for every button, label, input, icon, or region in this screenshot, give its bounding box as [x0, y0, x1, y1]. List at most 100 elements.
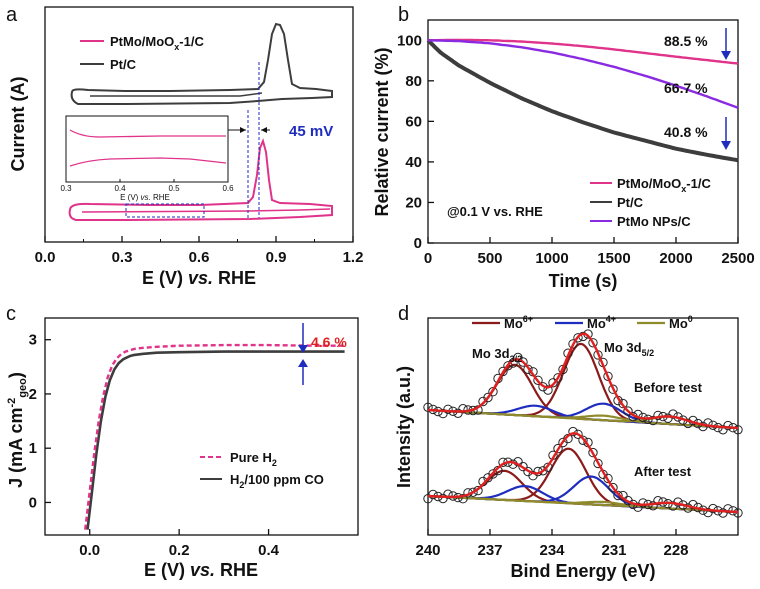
legend-label-b-ptc: Pt/C — [617, 195, 644, 210]
panel-d-data-point — [648, 415, 658, 426]
panel-d-data-point — [498, 366, 508, 377]
panel-d-xtick-label: 237 — [477, 542, 502, 559]
panel-d-data-point — [488, 387, 498, 397]
panel-b-series-line — [427, 39, 739, 109]
panel-d-data-point — [443, 404, 453, 414]
panel-d-data-point — [483, 392, 493, 403]
zoom-region-box — [125, 203, 205, 218]
panel-b-xtick-label: 1000 — [535, 250, 568, 267]
panel-d-data-point — [543, 462, 553, 472]
panel-d-data-point — [568, 339, 578, 349]
panel-d-data-point — [578, 435, 588, 445]
panel-c-xtick-label: 0.4 — [258, 542, 280, 559]
inset-plot: 0.3 0.4 0.5 0.6 E (V) vs. RHE — [60, 115, 234, 202]
panel-a-ylabel: Current (A) — [8, 77, 28, 172]
panel-d-data-point — [568, 426, 578, 437]
panel-d-xtick-label: 228 — [663, 542, 688, 559]
legend-label-mo0: Mo0 — [669, 314, 693, 331]
legend-label-b-ptmo: PtMo/MoOx-1/C — [617, 176, 711, 194]
panel-c-series — [84, 343, 345, 530]
panel-d-data-point — [683, 418, 693, 429]
panel-c-ylabel: J (mA cm-2geo) — [6, 372, 29, 488]
panel-d-data-point — [723, 420, 733, 431]
panel-d-ticks: 240 237 234 231 228 — [415, 529, 689, 559]
panel-a-xlabel: E (V) vs. RHE — [142, 268, 256, 288]
arrow-ptmo-head — [721, 51, 731, 60]
panel-a-xtick-label: 1.2 — [343, 249, 364, 266]
panel-d-data-point — [648, 501, 658, 511]
panel-d-data-point — [458, 404, 468, 414]
panel-c-ytick-label: 1 — [29, 440, 37, 457]
panel-c-series-line — [84, 343, 345, 530]
panel-d-data-point — [538, 466, 548, 476]
panel-b-ytick-label: 40 — [405, 154, 422, 171]
panel-d-data-point — [608, 384, 618, 394]
annotation-ptc-retention: 40.8 % — [664, 124, 708, 140]
panel-d-data-point — [618, 398, 628, 409]
cv-curve-ptc — [70, 22, 333, 105]
panel-d-data-point — [518, 461, 528, 472]
panel-c-ytick-label: 3 — [29, 332, 37, 349]
inset-xtick-label: 0.4 — [114, 184, 126, 193]
panel-d: 240 237 234 231 228 Bind Energy (eV) Intensi… — [394, 314, 743, 581]
panel-b-frame — [427, 19, 739, 244]
cv-inner-ptc — [90, 92, 263, 97]
gap-arrow-up-head — [298, 359, 308, 367]
panel-d-data-point — [593, 458, 603, 469]
panel-d-data-point — [443, 489, 453, 499]
condition-note: @0.1 V vs. RHE — [447, 204, 543, 219]
annotation-ptmo-nps-retention: 66.7 % — [664, 80, 708, 96]
panel-a-xtick-label: 0.9 — [266, 249, 287, 266]
panel-b-ytick-label: 60 — [405, 113, 422, 130]
annotation-ptmo-retention: 88.5 % — [664, 33, 708, 49]
panel-d-data-point — [518, 357, 528, 367]
panel-d-data-point — [533, 375, 543, 385]
panel-letter-c: c — [6, 303, 16, 325]
inset-frame — [65, 115, 229, 183]
panel-a-xtick-label: 0.0 — [35, 249, 56, 266]
panel-a-xticks: 0.0 0.3 0.6 0.9 1.2 — [35, 236, 364, 266]
panel-d-component-peak — [427, 494, 739, 514]
panel-d-data-point — [588, 338, 598, 348]
panel-d-data-point — [608, 482, 618, 493]
panel-d-fit-envelope — [427, 432, 739, 514]
panel-c-xlabel: E (V) vs. RHE — [144, 560, 258, 580]
panel-b-ytick-label: 20 — [405, 194, 422, 211]
panel-d-data-point — [543, 385, 553, 395]
panel-d-data-point — [723, 504, 733, 514]
peak-label-3d52: Mo 3d5/2 — [604, 340, 654, 358]
panel-d-data-point — [603, 371, 613, 381]
legend-label-b-ptmo-nps: PtMo NPs/C — [617, 214, 691, 229]
panel-a-xtick-label: 0.6 — [189, 249, 210, 266]
inset-xlabel: E (V) vs. RHE — [120, 193, 170, 202]
panel-d-data-point — [573, 333, 583, 343]
panel-c-ytick-label: 0 — [29, 494, 37, 511]
panel-letter-a: a — [6, 4, 18, 26]
inset-xtick-label: 0.3 — [60, 184, 72, 193]
panel-d-data-point — [733, 425, 743, 435]
panel-b-xtick-label: 500 — [477, 250, 502, 267]
panel-c: 0.0 0.2 0.4 0 1 2 3 E (V) vs. RHE J (mA cm-2ge… — [6, 317, 359, 580]
panel-b-ytick-label: 0 — [414, 235, 422, 252]
inset-xticks: 0.3 0.4 0.5 0.6 — [60, 179, 234, 193]
panel-d-ylabel: Intensity (a.u.) — [394, 366, 414, 488]
panel-d-data-point — [468, 487, 478, 497]
panel-d-data-point — [703, 418, 713, 428]
legend-label-h2-co: H2/100 ppm CO — [230, 472, 324, 490]
gap-arrow-down-head — [298, 345, 308, 353]
panel-d-data-point — [708, 503, 718, 514]
panel-b: 0 500 1000 1500 2000 2500 0 20 40 60 80 100 Time (s… — [372, 19, 755, 291]
panel-b-ytick-label: 80 — [405, 73, 422, 90]
panel-d-data-point — [488, 469, 498, 479]
panel-b-xtick-label: 1500 — [597, 250, 630, 267]
panel-c-frame — [44, 317, 359, 536]
panel-d-fit-envelope — [427, 332, 739, 430]
panel-d-frame — [427, 317, 739, 536]
panel-d-data-point — [688, 499, 698, 510]
spectrum-label-before: Before test — [634, 380, 703, 395]
legend-label-ptc: Pt/C — [110, 57, 137, 72]
panel-d-data-point — [458, 494, 468, 504]
panel-d-data-point — [553, 373, 563, 383]
panel-c-ticks: 0.0 0.2 0.4 0 1 2 3 — [29, 332, 280, 559]
